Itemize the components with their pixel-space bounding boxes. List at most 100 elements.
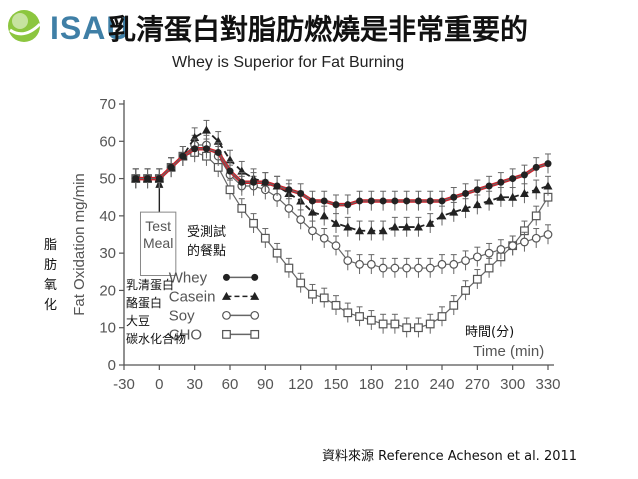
casein-point: [425, 218, 435, 227]
whey-point: [191, 145, 199, 153]
x-axis-title: Time (min): [473, 343, 544, 360]
casein-point: [543, 181, 553, 190]
soy-point: [390, 263, 400, 273]
cho-point: [472, 274, 482, 284]
whey-point: [214, 148, 222, 156]
legend-marker-casein: [250, 291, 260, 300]
casein-point: [496, 192, 506, 201]
slide-title: 乳清蛋白對脂肪燃燒是非常重要的: [108, 13, 529, 46]
soy-point: [531, 233, 541, 243]
whey-point: [391, 197, 399, 205]
y-label-char: 脂: [44, 238, 58, 253]
casein-point: [390, 222, 400, 231]
legend-zh-whey: 乳清蛋白: [126, 278, 175, 292]
x-tick-label: 210: [394, 376, 419, 393]
casein-point: [484, 196, 494, 205]
casein-point: [319, 211, 329, 220]
cho-point: [308, 289, 317, 299]
x-tick-label: 180: [359, 376, 384, 393]
whey-point: [403, 197, 411, 205]
soy-point: [414, 263, 423, 273]
cho-point: [284, 263, 294, 273]
legend-label-soy: Soy: [169, 307, 195, 324]
whey-point: [485, 182, 493, 190]
soy-point: [508, 241, 518, 251]
whey-point: [509, 175, 517, 183]
soy-point: [296, 215, 306, 224]
legend-zh-casein: 酪蛋白: [126, 296, 163, 310]
soy-point: [378, 263, 388, 273]
soy-point: [449, 259, 459, 269]
soy-point: [319, 233, 329, 243]
legend-zh-cho: 碳水化合物: [126, 332, 187, 346]
whey-point: [414, 197, 422, 205]
logo-text: ISAU: [50, 10, 131, 46]
y-tick-label: 20: [99, 282, 116, 299]
whey-point: [356, 197, 364, 205]
x-tick-label: 90: [257, 376, 274, 393]
whey-point: [261, 178, 269, 186]
test-meal-zh-line-1: 受測試: [187, 225, 227, 240]
whey-point: [344, 201, 352, 209]
whey-point: [320, 197, 328, 205]
whey-point: [144, 175, 152, 183]
x-tick-label: 300: [500, 376, 525, 393]
whey-point: [473, 186, 481, 194]
x-tick-label: 30: [186, 376, 203, 393]
cho-point: [260, 233, 270, 243]
x-tick-label: 330: [535, 376, 560, 393]
cho-point: [390, 319, 400, 329]
y-tick-label: 0: [108, 357, 116, 374]
casein-point: [472, 200, 482, 209]
soy-point: [437, 259, 447, 269]
slide-subtitle: Whey is Superior for Fat Burning: [172, 54, 405, 71]
legend-marker-soy: [250, 310, 260, 320]
y-tick-label: 40: [99, 208, 116, 225]
soy-point: [484, 248, 494, 258]
whey-point: [438, 197, 446, 205]
whey-point: [167, 163, 175, 171]
legend-zh-soy: 大豆: [126, 314, 151, 328]
casein-point: [508, 192, 518, 201]
test-meal-label: Meal: [143, 235, 173, 251]
soy-point: [308, 226, 317, 236]
y-label-char: 肪: [44, 258, 58, 273]
cho-point: [272, 248, 282, 258]
whey-point: [379, 197, 387, 205]
whey-point: [202, 145, 210, 153]
x-tick-label: 0: [155, 376, 163, 393]
test-meal-box: [139, 211, 177, 277]
legend-marker-whey: [222, 273, 230, 281]
cho-point: [355, 312, 364, 321]
legend-label-whey: Whey: [169, 269, 208, 286]
y-tick-label: 50: [99, 171, 116, 188]
legend-label-cho: CHO: [169, 326, 202, 343]
x-tick-label: 120: [288, 376, 313, 393]
cho-point: [331, 300, 341, 310]
x-tick-label: 270: [465, 376, 490, 393]
x-tick-label: 240: [429, 376, 454, 393]
casein-point: [461, 203, 471, 212]
y-tick-label: 10: [99, 320, 116, 337]
legend-marker-whey: [251, 273, 259, 281]
cho-point: [249, 218, 258, 228]
whey-point: [155, 175, 163, 183]
casein-point: [331, 218, 341, 227]
whey-point: [544, 160, 552, 168]
cho-point: [378, 319, 388, 329]
casein-point: [531, 185, 541, 194]
soy-point: [520, 237, 529, 247]
y-tick-label: 60: [99, 133, 116, 150]
whey-point: [308, 197, 316, 205]
whey-point: [226, 167, 234, 175]
legend-zh: 乳清蛋白 酪蛋白 大豆 碳水化合物: [126, 276, 186, 348]
y-label-char: 化: [44, 298, 58, 313]
casein-point: [437, 211, 447, 220]
whey-point: [273, 182, 281, 190]
test-meal-annotation: 受測試 的餐點: [187, 223, 226, 261]
soy-point: [543, 230, 553, 239]
casein-point: [449, 207, 459, 216]
cho-point: [402, 323, 412, 333]
cho-point: [343, 308, 353, 318]
